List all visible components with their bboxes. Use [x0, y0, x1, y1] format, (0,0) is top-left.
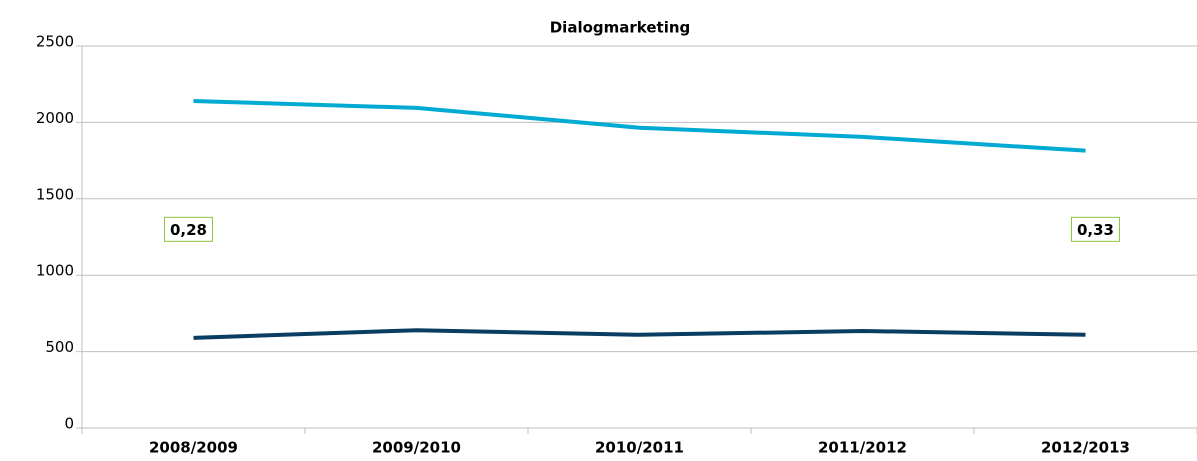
annotation-box	[164, 216, 213, 242]
x-tick-label: 2008/2009	[149, 439, 238, 457]
y-tick-label: 500	[45, 338, 74, 356]
x-tick-label: 2010/2011	[595, 439, 684, 457]
y-tick-label: 2500	[36, 33, 74, 51]
series-line	[193, 328, 1086, 340]
y-tick-label: 2000	[36, 109, 74, 127]
y-tick-label: 0	[64, 415, 74, 433]
series-line	[193, 99, 1086, 153]
annotation: 0,33	[1077, 221, 1114, 239]
annotation-box	[1071, 216, 1120, 242]
y-tick-label: 1000	[36, 262, 74, 280]
x-tick-label: 2009/2010	[372, 439, 461, 457]
annotation: 0,28	[170, 221, 207, 239]
x-tick-label: 2012/2013	[1041, 439, 1130, 457]
x-tick-label: 2011/2012	[818, 439, 907, 457]
chart-title: Dialogmarketing	[550, 19, 691, 37]
y-tick-label: 1500	[36, 185, 74, 203]
